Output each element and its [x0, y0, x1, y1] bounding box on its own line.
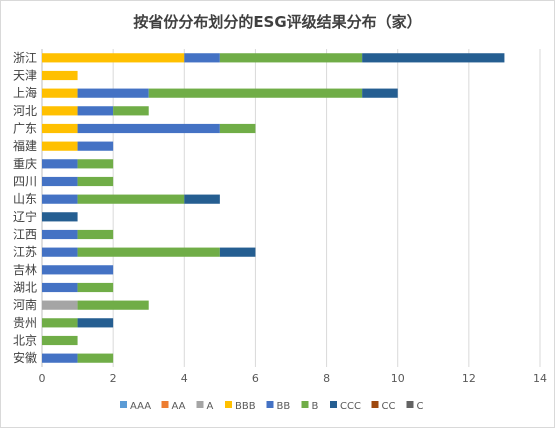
bar-segment-bb: [77, 123, 220, 134]
legend-swatch: [301, 401, 309, 408]
legend-label: C: [417, 401, 424, 412]
legend-label: A: [207, 401, 214, 412]
bar-segment-bb: [42, 247, 78, 257]
bar-segment-bb: [77, 141, 114, 151]
y-category-label: 吉林: [13, 263, 37, 277]
bar-segment-bbb: [42, 70, 78, 81]
legend-label: BB: [277, 401, 291, 412]
x-tick-label: 4: [181, 372, 188, 385]
bar-segment-bb: [77, 88, 149, 98]
bar-segment-bb: [42, 176, 78, 187]
bar-segment-b: [77, 282, 114, 293]
y-category-label: 贵州: [13, 316, 37, 330]
x-tick-label: 8: [323, 372, 330, 385]
legend-swatch: [196, 401, 204, 408]
x-tick-label: 0: [39, 372, 46, 385]
chart-title: 按省份分布划分的ESG评级结果分布（家）: [133, 13, 422, 31]
legend-label: CC: [382, 401, 396, 412]
bar-segment-bbb: [42, 106, 78, 116]
legend-swatch: [161, 401, 169, 408]
bar-segment-b: [219, 123, 256, 134]
bar-segment-b: [113, 106, 149, 116]
bar-segment-b: [77, 300, 149, 310]
bar-segment-b: [77, 159, 114, 169]
legend-swatch: [120, 401, 127, 408]
y-category-label: 重庆: [13, 157, 37, 171]
bar-segment-bbb: [42, 123, 78, 134]
y-category-label: 河南: [13, 297, 37, 312]
y-category-label: 广东: [13, 122, 37, 136]
y-category-label: 湖北: [13, 280, 37, 295]
x-tick-label: 14: [533, 372, 547, 385]
legend-label: CCC: [340, 401, 361, 412]
bar-segment-b: [148, 88, 363, 98]
bar-segment-ccc: [184, 194, 220, 204]
bar-segment-bb: [42, 159, 78, 169]
bar-segment-ccc: [42, 212, 78, 222]
legend-swatch: [330, 401, 337, 408]
bar-segment-bb: [42, 229, 78, 240]
legend-label: AA: [172, 401, 186, 412]
x-tick-label: 12: [462, 372, 476, 385]
bar-segment-ccc: [219, 247, 256, 257]
bar-segment-ccc: [77, 318, 114, 328]
bar-segment-b: [77, 176, 114, 187]
bar-segment-bb: [42, 194, 78, 204]
y-category-label: 江苏: [13, 245, 37, 259]
bar-segment-bb: [77, 106, 114, 116]
bar-segment-bbb: [42, 141, 78, 151]
x-tick-label: 6: [252, 372, 259, 385]
bar-segment-b: [77, 353, 114, 363]
y-category-label: 江西: [13, 228, 37, 242]
legend-swatch: [371, 401, 379, 408]
y-category-label: 四川: [13, 175, 37, 189]
bar-segment-bbb: [42, 88, 78, 98]
legend-label: AAA: [130, 401, 151, 412]
y-category-label: 福建: [13, 138, 37, 153]
bar-segment-bb: [184, 53, 220, 63]
x-tick-label: 10: [391, 372, 405, 385]
y-category-label: 安徽: [13, 350, 37, 365]
bar-segment-bb: [42, 282, 78, 293]
bar-segment-b: [42, 335, 78, 346]
bar-segment-b: [77, 229, 114, 240]
legend-swatch: [266, 401, 274, 408]
bar-segment-ccc: [362, 53, 505, 63]
legend-swatch: [406, 401, 414, 408]
y-category-label: 天津: [13, 69, 37, 83]
bar-segment-b: [219, 53, 363, 63]
x-tick-label: 2: [110, 372, 117, 385]
y-category-label: 山东: [13, 192, 37, 206]
bar-segment-b: [42, 318, 78, 328]
legend-label: B: [312, 401, 319, 412]
bar-segment-a: [42, 300, 78, 310]
legend-swatch: [225, 401, 232, 408]
bar-segment-bb: [42, 265, 114, 275]
bar-segment-b: [77, 194, 185, 204]
bar-segment-bbb: [42, 53, 185, 63]
bar-segment-bb: [42, 353, 78, 363]
bar-segment-b: [77, 247, 220, 257]
bar-segment-ccc: [362, 88, 398, 98]
y-category-label: 北京: [13, 334, 37, 348]
y-category-label: 浙江: [13, 51, 37, 65]
y-category-label: 河北: [13, 104, 37, 118]
y-category-label: 辽宁: [13, 209, 37, 224]
legend-label: BBB: [235, 401, 256, 412]
y-category-label: 上海: [13, 85, 37, 100]
